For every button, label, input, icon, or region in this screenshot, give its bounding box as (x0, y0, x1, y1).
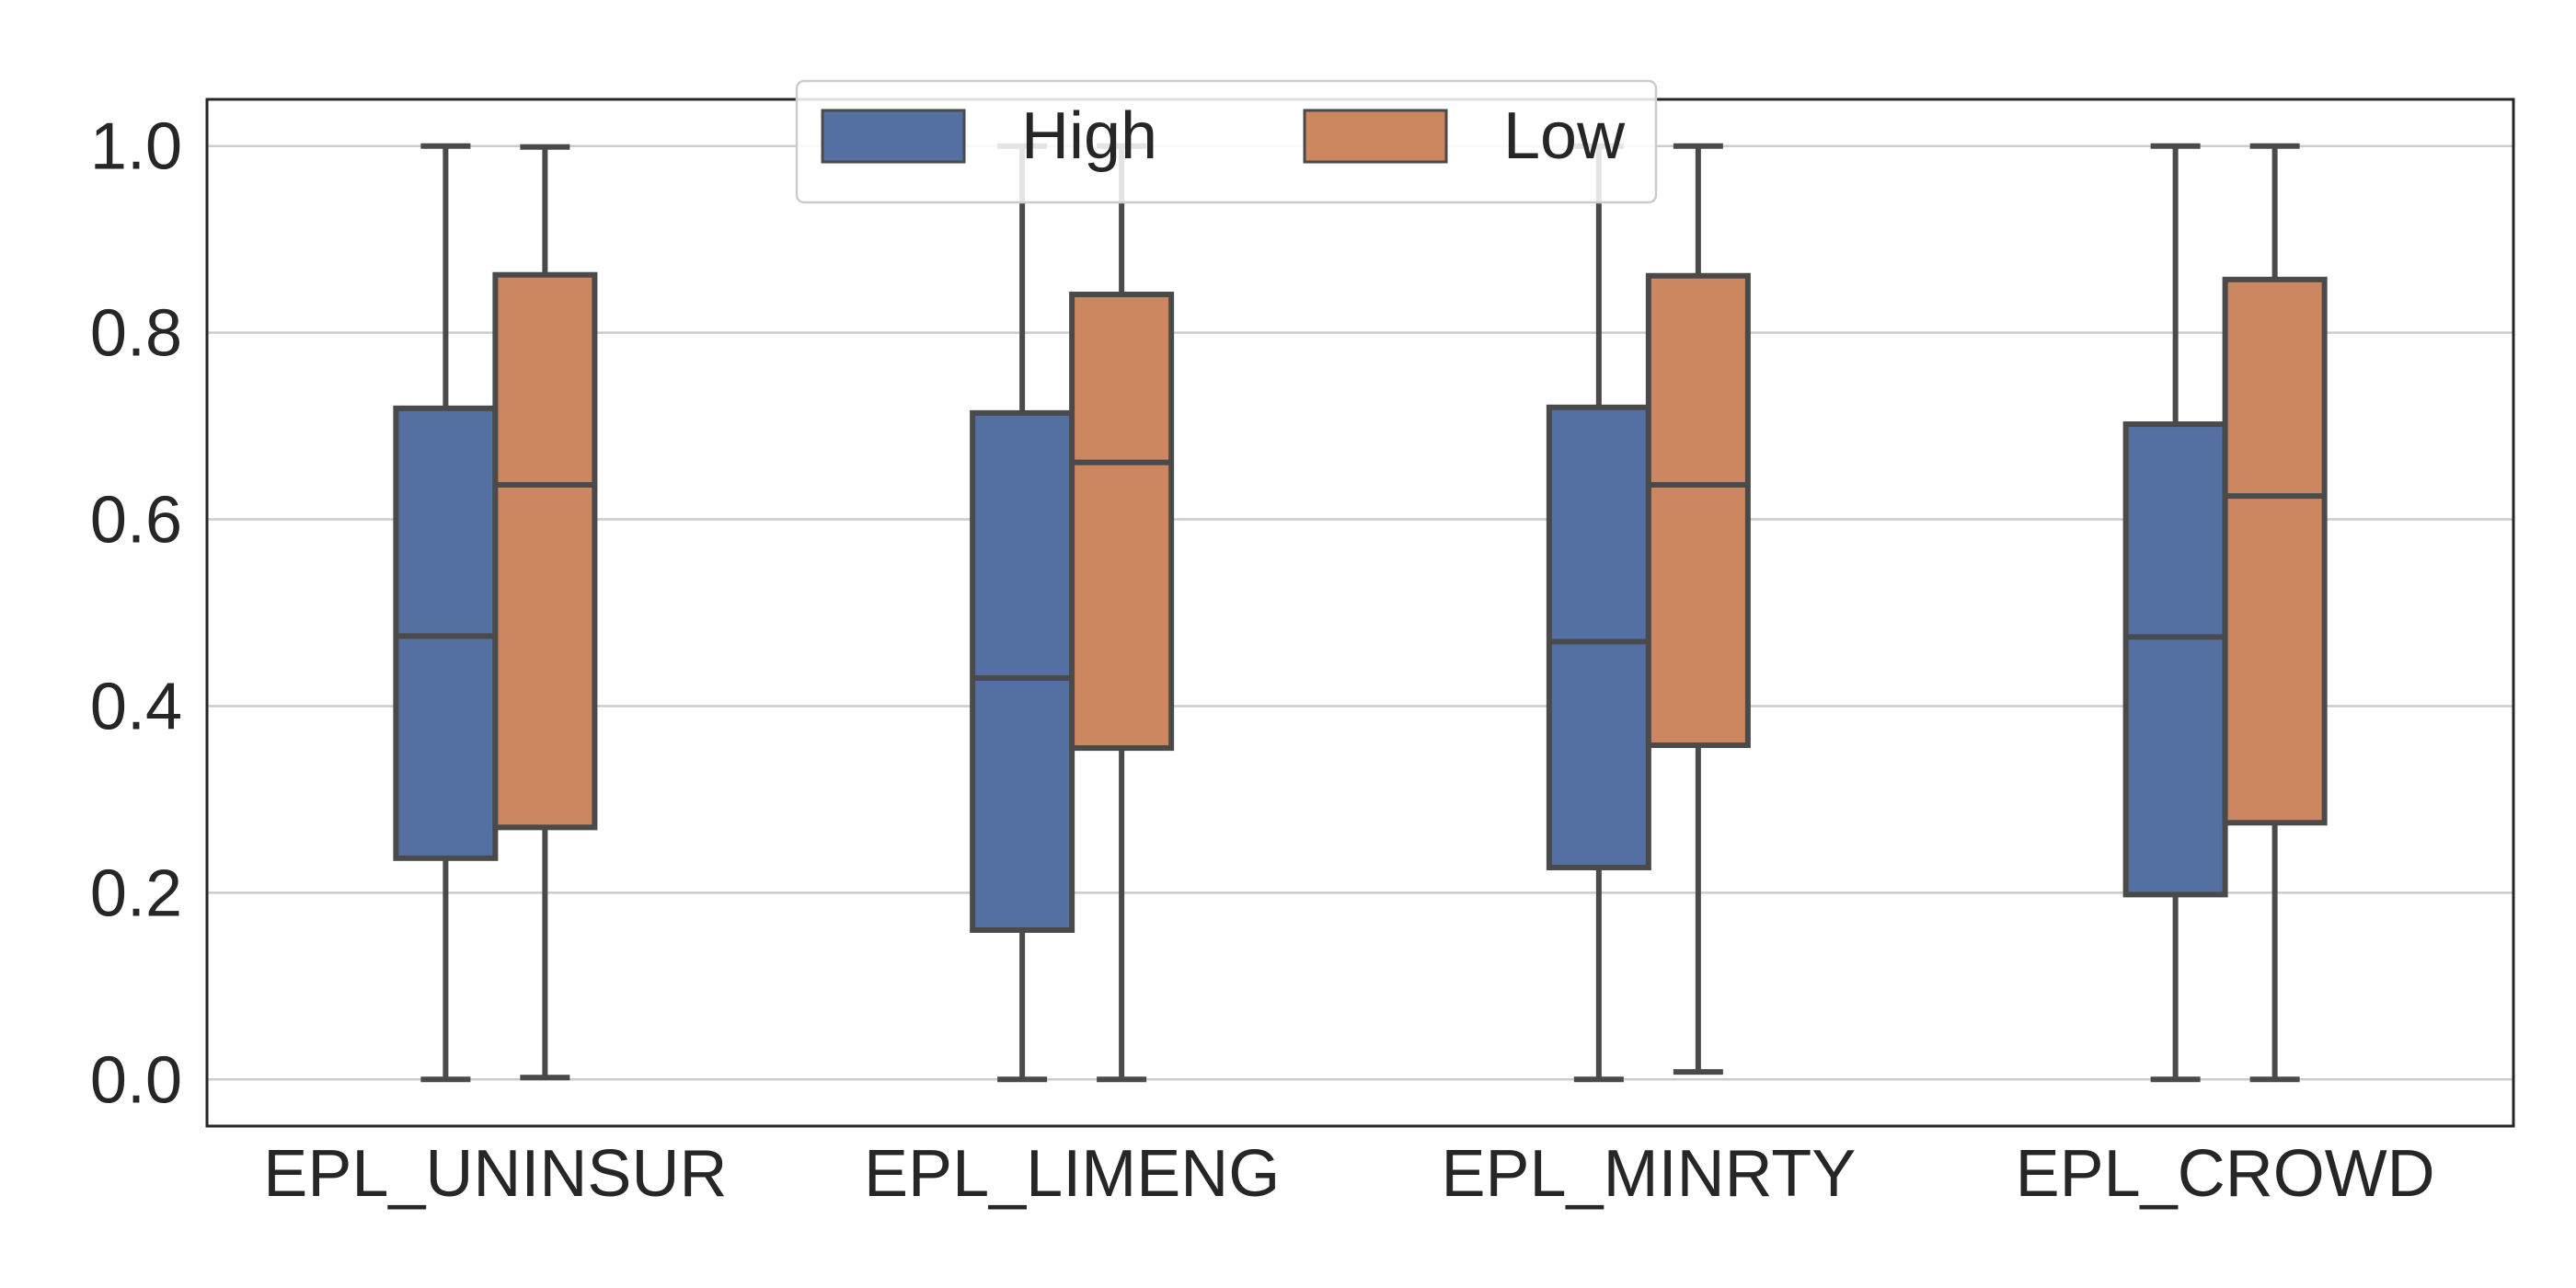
x-axis-ticks: EPL_UNINSUR EPL_LIMENG EPL_MINRTY EPL_CROWD (263, 1137, 2434, 1211)
x-tick-label: EPL_UNINSUR (263, 1137, 727, 1211)
box-body (2122, 421, 2228, 898)
legend: High Low (795, 79, 1658, 204)
legend-swatch-high (821, 109, 966, 164)
box-body (492, 271, 598, 831)
legend-label-high: High (1021, 99, 1157, 173)
boxes (393, 143, 2328, 1083)
y-tick-label: 0.6 (90, 484, 182, 558)
legend-swatch-low (1303, 109, 1448, 164)
box-high-2 (1546, 143, 1651, 1083)
x-tick-label: EPL_CROWD (2016, 1137, 2435, 1211)
box-body (1546, 404, 1651, 870)
box-low-3 (2222, 143, 2328, 1083)
x-tick-label: EPL_MINRTY (1441, 1137, 1856, 1211)
box-body (1069, 292, 1175, 752)
y-tick-label: 0.4 (90, 670, 182, 743)
box-high-0 (393, 143, 499, 1083)
y-tick-label: 0.0 (90, 1043, 182, 1117)
box-low-2 (1645, 143, 1751, 1075)
y-tick-label: 0.2 (90, 857, 182, 930)
box-high-3 (2122, 143, 2228, 1083)
legend-label-low: Low (1503, 99, 1626, 173)
box-low-1 (1069, 143, 1175, 1083)
y-tick-label: 1.0 (90, 110, 182, 184)
box-body (393, 405, 499, 861)
box-body (2222, 276, 2328, 826)
box-low-0 (492, 144, 598, 1081)
box-body (970, 409, 1075, 933)
box-high-1 (970, 143, 1075, 1083)
y-tick-label: 0.8 (90, 297, 182, 371)
box-body (1645, 272, 1751, 749)
x-tick-label: EPL_LIMENG (864, 1137, 1280, 1211)
y-axis-ticks: 0.0 0.2 0.4 0.6 0.8 1.0 (90, 110, 182, 1118)
